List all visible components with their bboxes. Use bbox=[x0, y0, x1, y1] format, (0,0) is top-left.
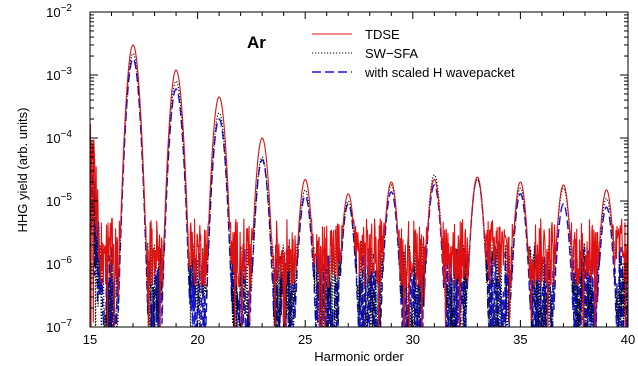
y-tick-label: 10−7 bbox=[46, 318, 72, 335]
sw-sfa-series-line bbox=[90, 52, 628, 327]
tdse-series-line bbox=[90, 44, 628, 327]
y-axis-label: HHG yield (arb. units) bbox=[15, 108, 30, 233]
legend-label-scaled-h-wavepacket: with scaled H wavepacket bbox=[364, 65, 515, 80]
y-tick-exponent: −2 bbox=[61, 3, 73, 14]
y-tick-label: 10−5 bbox=[46, 192, 72, 209]
scaled-h-wavepacket-series-line bbox=[90, 58, 628, 327]
ticks-layer bbox=[89, 11, 629, 328]
series-layer bbox=[90, 44, 628, 327]
x-axis-label: Harmonic order bbox=[314, 349, 404, 364]
x-tick-label: 30 bbox=[406, 332, 420, 347]
panel-label: Ar bbox=[247, 33, 266, 52]
legend-label-tdse: TDSE bbox=[365, 27, 400, 42]
legend-label-sw-sfa: SW−SFA bbox=[365, 46, 418, 61]
x-tick-label: 15 bbox=[83, 332, 97, 347]
y-tick-exponent: −6 bbox=[61, 255, 73, 266]
y-tick-label: 10−4 bbox=[46, 129, 72, 146]
y-tick-exponent: −3 bbox=[61, 66, 73, 77]
y-tick-exponent: −5 bbox=[61, 192, 73, 203]
y-tick-exponent: −4 bbox=[61, 129, 73, 140]
y-tick-label: 10−2 bbox=[46, 3, 72, 20]
x-tick-label: 40 bbox=[621, 332, 635, 347]
y-tick-exponent: −7 bbox=[61, 318, 73, 329]
y-tick-label: 10−6 bbox=[46, 255, 72, 272]
y-tick-label: 10−3 bbox=[46, 66, 72, 83]
x-tick-label: 35 bbox=[513, 332, 527, 347]
plot-frame bbox=[89, 11, 629, 328]
x-tick-label: 20 bbox=[190, 332, 204, 347]
x-tick-label: 25 bbox=[298, 332, 312, 347]
legend: TDSE SW−SFA with scaled H wavepacket bbox=[312, 27, 515, 80]
